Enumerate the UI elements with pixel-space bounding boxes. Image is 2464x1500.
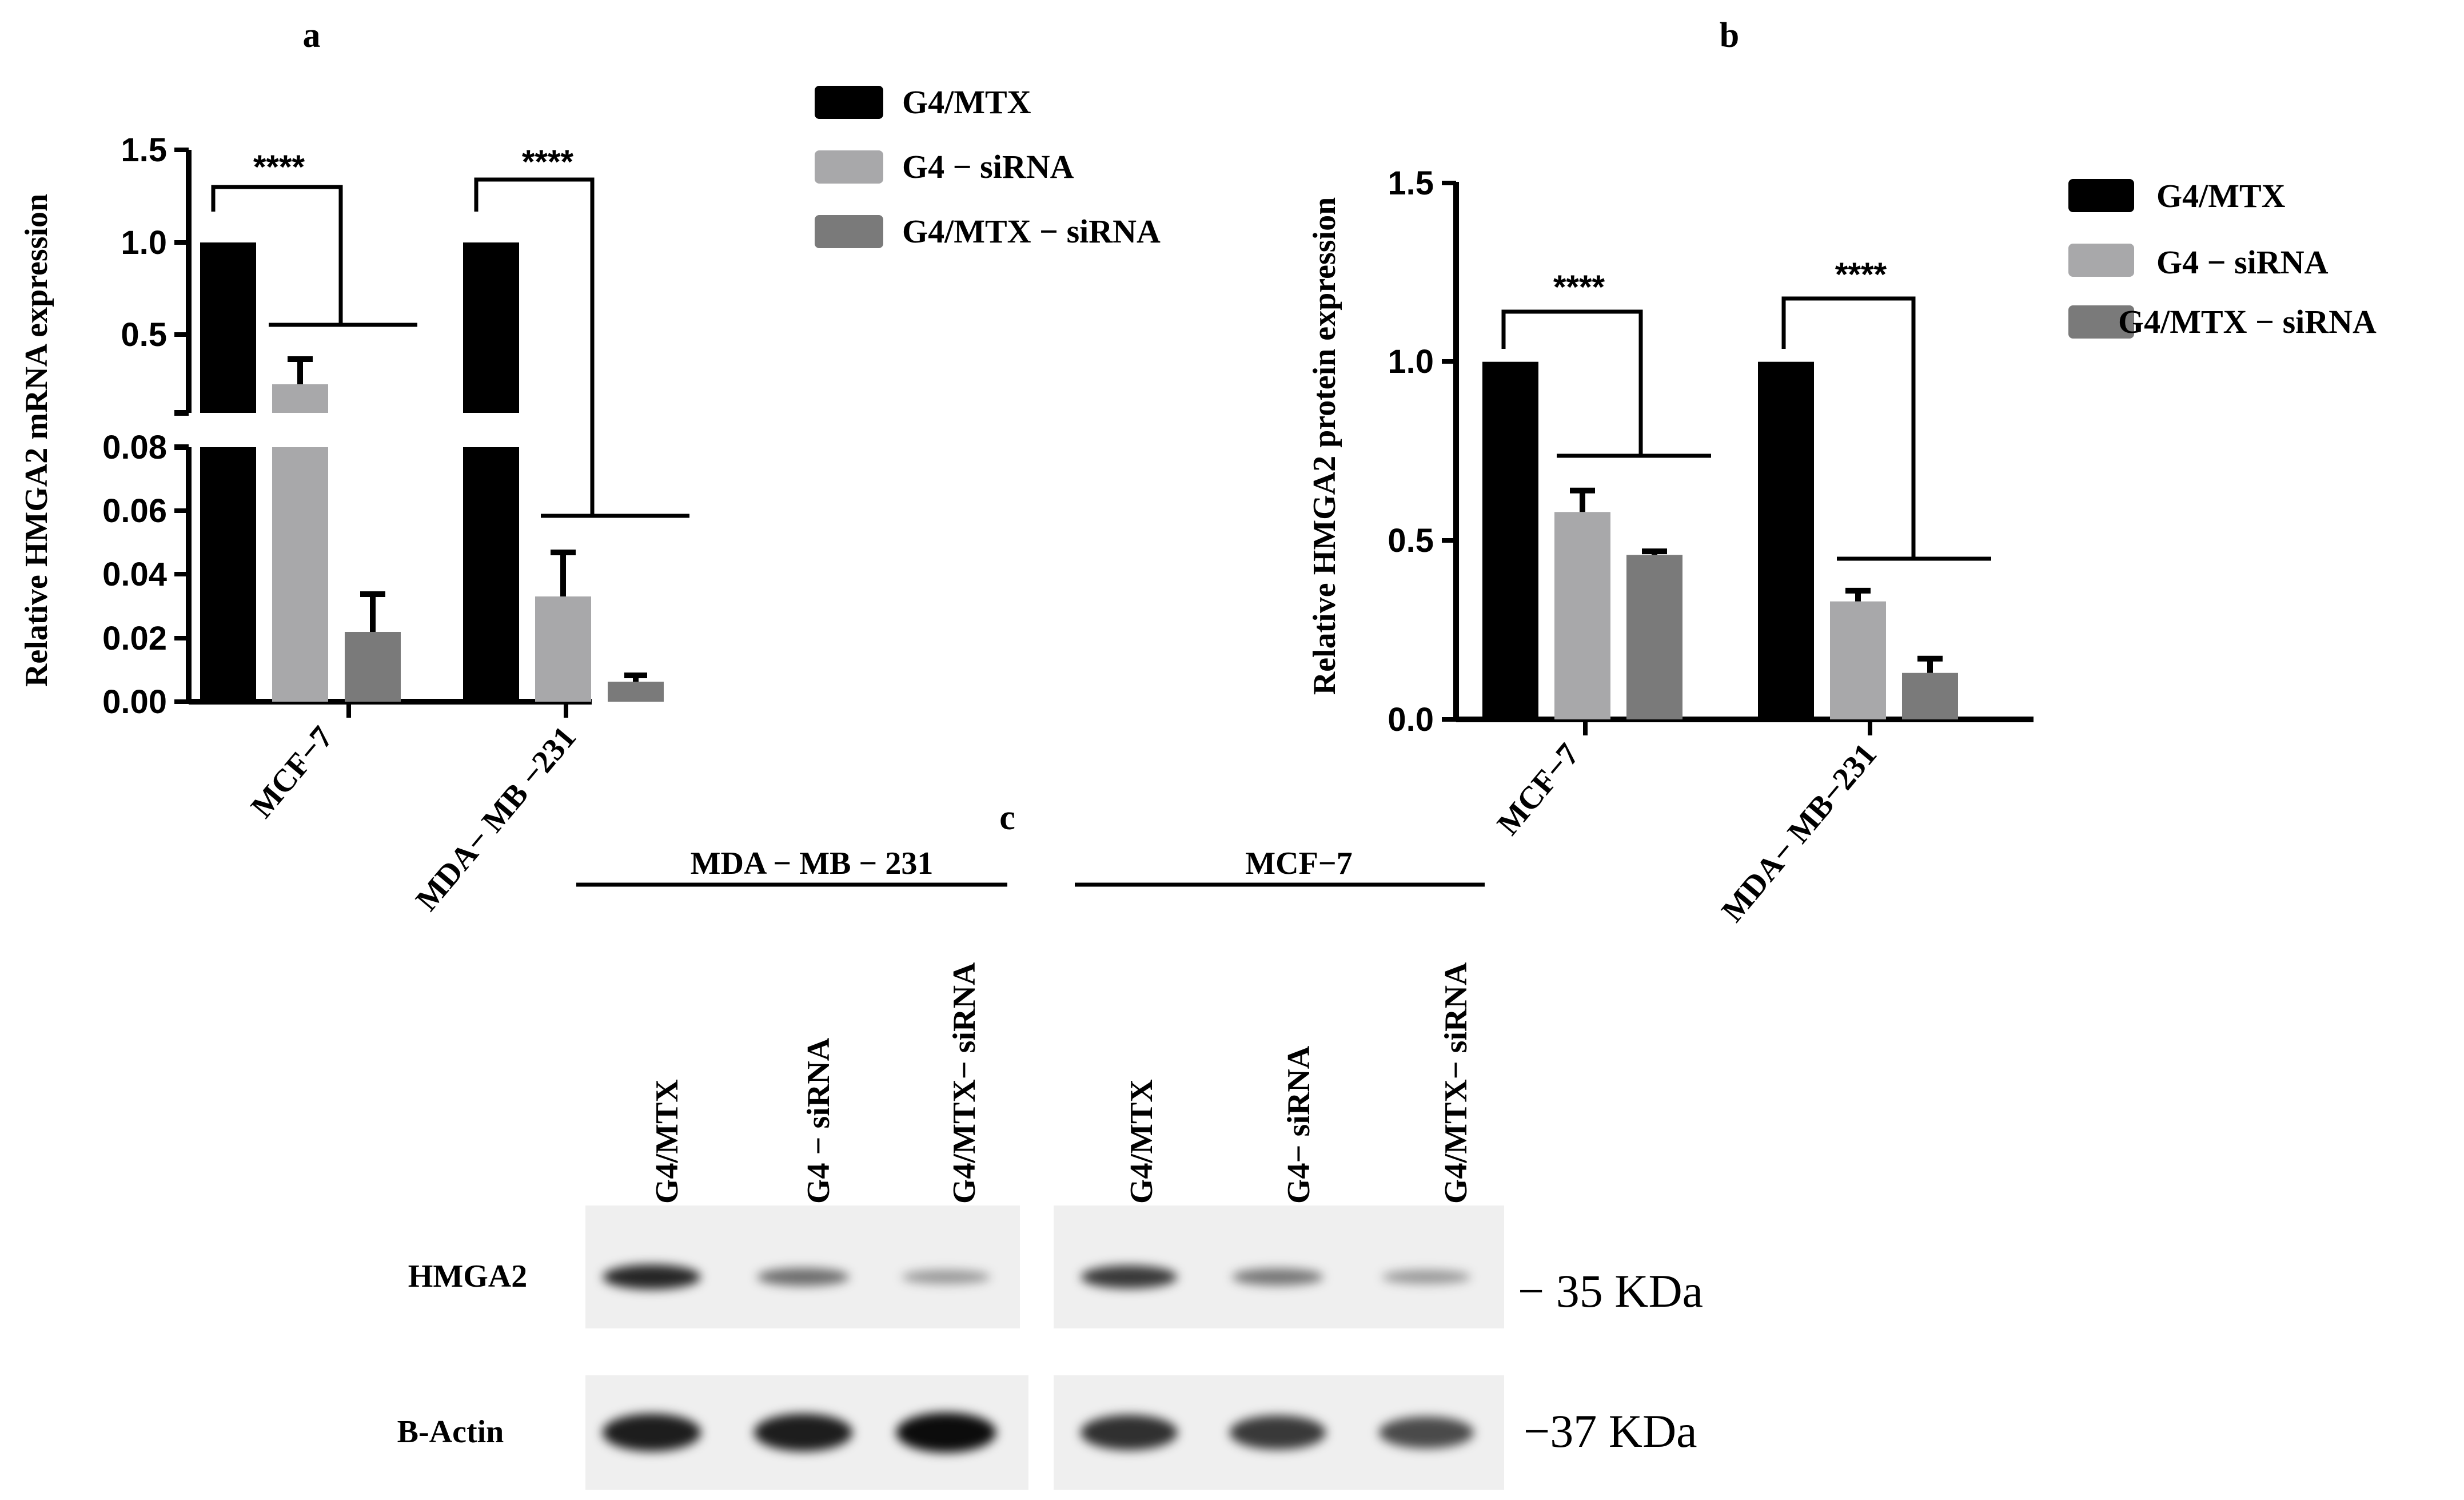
panel-a-ytick-0.5: 0.5 <box>121 316 167 353</box>
bar-a-mda-g4sirna <box>535 596 591 702</box>
legend-a-label-g4sirna: G4 − siRNA <box>902 148 1074 185</box>
legend-a-label-g4mtx: G4/MTX <box>902 83 1031 121</box>
panel-a-sig-mda: **** <box>522 144 574 181</box>
bar-a-mcf7-g4mtx-upper <box>200 242 256 413</box>
panel-a-sig-mcf7: **** <box>253 149 305 186</box>
bar-b-mda-series-1 <box>1830 601 1886 719</box>
panel-a-xlabel-mda: MDA− MB −231 <box>409 720 583 918</box>
panel-a-ytick-labels: 1.5 1.0 0.5 0.08 0.06 0.04 0.02 0.00 <box>102 132 167 721</box>
blot-band-hmga2-1-2 <box>1382 1270 1471 1284</box>
bar-b-mda-series-2 <box>1902 673 1958 719</box>
bar-b-mcf7-series-2 <box>1626 555 1682 719</box>
blot-band-actin-1-0 <box>1081 1415 1178 1450</box>
panel-a-ytick-0.06: 0.06 <box>102 492 167 530</box>
bar-a-mda-g4mtx-upper <box>463 242 519 413</box>
bar-b-mda-series-0 <box>1758 361 1814 719</box>
lane-label-mcf7-g4mtx: G4/MTX <box>1124 1079 1159 1204</box>
panel-a-ytick-0.08: 0.08 <box>102 429 167 466</box>
blot-size-actin: −37 KDa <box>1524 1405 1697 1457</box>
panel-a-ytick-0.02: 0.02 <box>102 620 167 657</box>
panel-a-letter: a <box>303 16 321 55</box>
panel-a-significance <box>211 177 689 518</box>
blot-band-actin-0-0 <box>602 1414 701 1451</box>
blot-group-label-mcf7: MCF−7 <box>1245 846 1352 881</box>
panel-a-legend: G4/MTX G4 − siRNA G4/MTX − siRNA <box>815 83 1161 250</box>
panel-c: c MDA − MB − 231 MCF−7 G4/MTX G4 − siRNA… <box>397 798 1703 1490</box>
bar-b-mcf7-series-0 <box>1482 361 1538 719</box>
panel-b-ytick-labels: 1.5 1.0 0.5 0.0 <box>1388 165 1434 738</box>
panel-b-sig-mcf7: **** <box>1553 269 1605 306</box>
lane-label-mcf7-g4sirna: G4− siRNA <box>1281 1045 1317 1204</box>
bar-a-mda-g4mtxsirna <box>608 682 664 702</box>
panel-b-xlabel-mcf7: MCF−7 <box>1490 737 1586 842</box>
panel-a: a Relative HMGA2 mRNA expression 1.5 1.0 <box>19 16 1161 918</box>
lane-label-mda-g4mtxsirna: G4/MTX− siRNA <box>947 962 982 1204</box>
blot-row-label-hmga2: HMGA2 <box>408 1259 527 1294</box>
legend-b-label-g4mtxsirna: G4/MTX − siRNA <box>2118 303 2377 340</box>
panel-b-yticks <box>1442 181 1872 735</box>
legend-b-label-g4mtx: G4/MTX <box>2156 177 2286 214</box>
blot-row-label-actin: B-Actin <box>397 1414 504 1450</box>
panel-a-bars <box>200 242 664 702</box>
panel-b-significance <box>1501 296 1991 561</box>
lane-label-mda-g4mtx: G4/MTX <box>649 1079 685 1204</box>
panel-b-axes <box>1453 182 2034 722</box>
blot-band-actin-0-2 <box>896 1413 996 1453</box>
panel-a-errorbars <box>288 356 647 682</box>
blot-group-label-mda: MDA − MB − 231 <box>691 846 934 881</box>
panel-a-ylabel: Relative HMGA2 mRNA expression <box>19 194 54 687</box>
legend-a-swatch-g4sirna <box>815 150 883 184</box>
lane-label-mda-g4sirna: G4 − siRNA <box>801 1037 836 1204</box>
panel-a-ytick-1.5: 1.5 <box>121 132 167 169</box>
legend-b-swatch-g4sirna <box>2068 244 2134 277</box>
legend-a-swatch-g4mtx <box>815 86 883 119</box>
panel-a-yticks <box>174 148 568 718</box>
panel-a-ytick-0.04: 0.04 <box>102 556 167 593</box>
blot-band-hmga2-1-1 <box>1232 1268 1323 1286</box>
panel-a-xlabel-mcf7: MCF−7 <box>244 720 340 825</box>
legend-b-swatch-g4mtx <box>2068 179 2134 212</box>
legend-a-swatch-g4mtxsirna <box>815 215 883 248</box>
bar-a-mda-g4mtx-lower <box>463 447 519 702</box>
panel-b-bars <box>1482 361 1958 719</box>
blot-band-actin-1-2 <box>1378 1417 1474 1449</box>
panel-b-ytick-1.5: 1.5 <box>1388 165 1434 202</box>
panel-b-ylabel: Relative HMGA2 protein expression <box>1307 197 1342 695</box>
panel-b-legend: G4/MTX G4 − siRNA G4/MTX − siRNA <box>2068 177 2377 340</box>
bar-a-mcf7-g4sirna-lower <box>272 447 328 702</box>
panel-b-ytick-1.0: 1.0 <box>1388 343 1434 380</box>
legend-b-label-g4sirna: G4 − siRNA <box>2156 244 2329 281</box>
panel-a-ytick-0.00: 0.00 <box>102 683 167 721</box>
panel-c-letter: c <box>999 798 1015 837</box>
bar-a-mcf7-g4mtx-lower <box>200 447 256 702</box>
legend-b-swatch-g4mtxsirna <box>2068 305 2134 339</box>
panel-b-letter: b <box>1720 16 1739 55</box>
panel-b-ytick-0.0: 0.0 <box>1388 701 1434 738</box>
bar-a-mcf7-g4mtxsirna <box>345 632 401 702</box>
blot-band-actin-1-1 <box>1229 1415 1326 1450</box>
legend-a-label-g4mtxsirna: G4/MTX − siRNA <box>902 213 1161 250</box>
lane-label-mcf7-g4mtxsirna: G4/MTX− siRNA <box>1438 962 1474 1204</box>
blot-band-actin-0-1 <box>753 1414 853 1451</box>
blot-band-hmga2-0-1 <box>757 1268 850 1286</box>
bar-a-mcf7-g4sirna-upper <box>272 384 328 413</box>
panel-b-xlabel-mda: MDA− MB−231 <box>1715 737 1883 929</box>
blot-bands <box>602 1264 1474 1453</box>
blot-band-hmga2-1-0 <box>1081 1265 1178 1289</box>
panel-b-ytick-0.5: 0.5 <box>1388 522 1434 559</box>
panel-b-sig-mda: **** <box>1835 256 1887 293</box>
panel-b: b Relative HMGA2 protein expression 1.5 … <box>1307 16 2377 929</box>
bar-b-mcf7-series-1 <box>1554 512 1610 719</box>
blot-size-hmga2: − 35 KDa <box>1518 1265 1703 1317</box>
blot-lane-labels: G4/MTX G4 − siRNA G4/MTX− siRNA G4/MTX G… <box>649 962 1474 1204</box>
panel-a-ytick-1.0: 1.0 <box>121 224 167 261</box>
blot-band-hmga2-0-0 <box>603 1264 701 1290</box>
blot-band-hmga2-0-2 <box>902 1270 991 1284</box>
